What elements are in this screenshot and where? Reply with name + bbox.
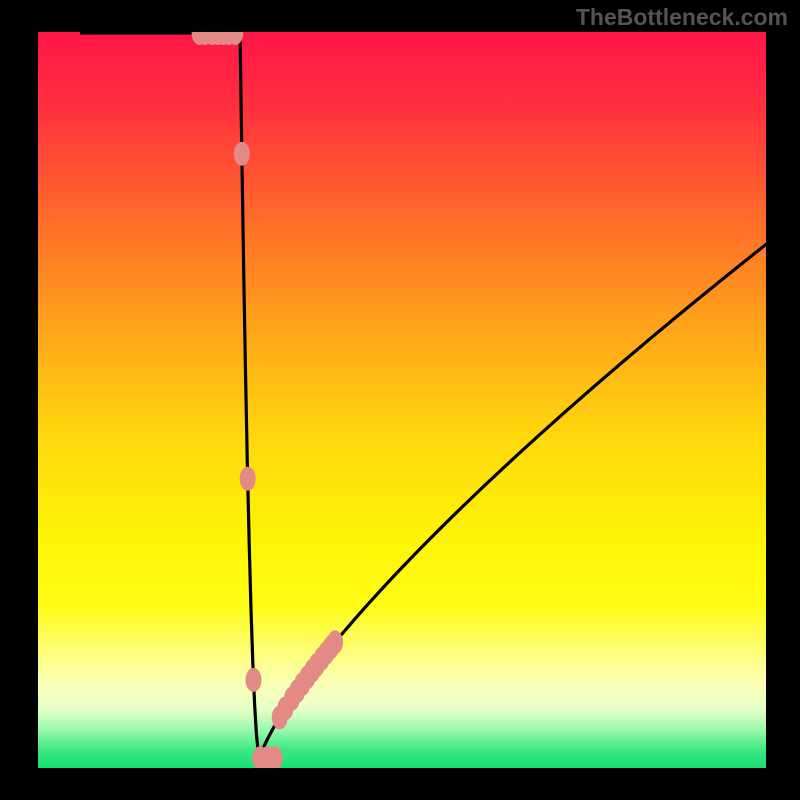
outer-frame: TheBottleneck.com — [0, 0, 800, 800]
curve-marker — [234, 142, 250, 166]
chart-svg — [38, 32, 766, 768]
curve-marker — [240, 467, 256, 491]
curve-marker — [245, 668, 261, 692]
watermark-text: TheBottleneck.com — [576, 4, 788, 31]
curve-marker — [327, 630, 343, 654]
plot-area — [38, 32, 766, 768]
gradient-fill — [38, 32, 766, 768]
